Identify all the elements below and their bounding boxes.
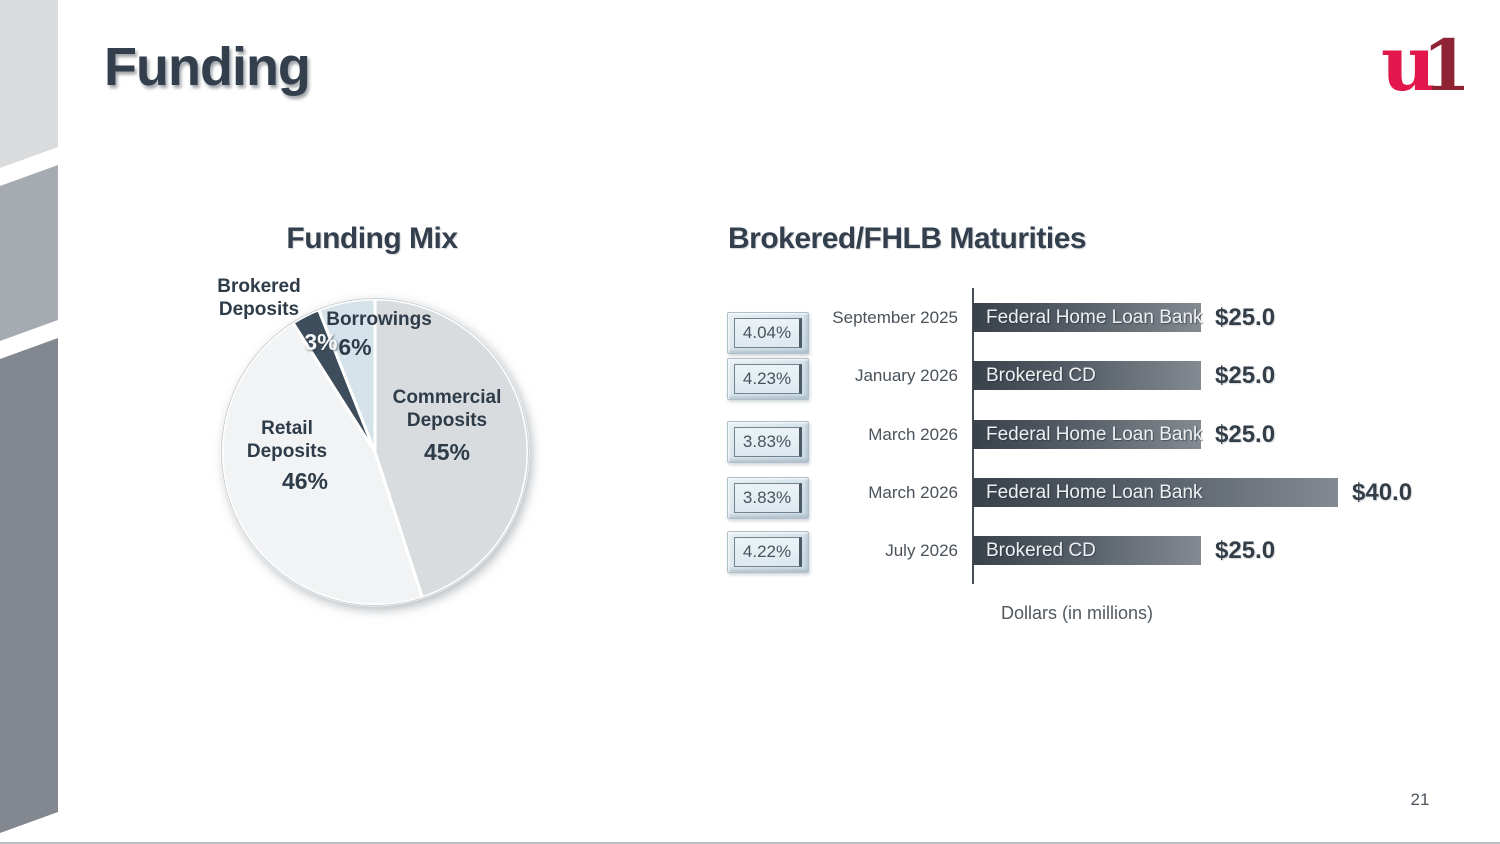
maturity-date-label: March 2026	[868, 483, 958, 502]
rate-value: 4.23%	[742, 369, 792, 388]
rate-badge-inner: 3.83%	[734, 483, 802, 513]
pie-pct-retail-deposits: 46%	[281, 468, 329, 494]
stripe-medium	[0, 165, 58, 341]
rate-badge-inner: 3.83%	[734, 427, 802, 457]
maturity-value-label: $25.0	[1215, 421, 1276, 448]
maturity-bar-label: Federal Home Loan Bank	[986, 306, 1203, 328]
maturity-date-label: March 2026	[868, 425, 958, 444]
rate-badge: 4.04%	[727, 312, 809, 354]
maturity-bar: Federal Home Loan Bank	[973, 303, 1203, 332]
bar-chart-xaxis-label: Dollars (in millions)	[1000, 603, 1154, 623]
bottom-rule	[0, 842, 1500, 844]
pie-pct-borrowings: 6%	[338, 334, 372, 360]
rate-badge-inner: 4.22%	[734, 537, 802, 567]
bar-chart-title: Brokered/FHLB Maturities	[728, 222, 1087, 255]
page-number: 21	[1410, 790, 1430, 809]
maturity-date-label: September 2025	[832, 308, 958, 327]
pie-label-commercial-deposits: Commercial Deposits	[392, 387, 502, 431]
maturity-bar: Federal Home Loan Bank	[973, 420, 1203, 449]
maturity-date-label: January 2026	[854, 366, 958, 385]
maturity-bar: Brokered CD	[973, 536, 1201, 565]
rate-value: 4.22%	[742, 542, 792, 561]
maturities-chart: Brokered/FHLB Maturities 4.04% September …	[727, 222, 1457, 642]
company-logo: u1	[1381, 26, 1471, 102]
maturity-value-label: $25.0	[1215, 304, 1276, 331]
maturity-bar-label: Federal Home Loan Bank	[986, 481, 1203, 503]
pie-pct-brokered-deposits: 3%	[304, 329, 338, 355]
rate-badge: 4.22%	[727, 531, 809, 573]
rate-value: 3.83%	[742, 488, 792, 507]
maturity-value-label: $25.0	[1215, 537, 1276, 564]
maturity-bar-label: Brokered CD	[986, 364, 1096, 386]
stripe-dark	[0, 338, 58, 833]
slide-title: Funding	[104, 37, 311, 97]
maturity-bar: Federal Home Loan Bank	[973, 478, 1338, 507]
pie-pct-commercial-deposits: 45%	[423, 439, 471, 465]
pie-slice-0	[373, 297, 530, 600]
logo-digit-1: 1	[1422, 24, 1471, 107]
maturity-bar-label: Federal Home Loan Bank	[986, 423, 1203, 445]
rate-value: 4.04%	[742, 323, 792, 342]
maturity-bar: Brokered CD	[973, 361, 1201, 390]
pie-outline	[221, 298, 529, 606]
funding-mix-pie	[217, 294, 533, 610]
stripe-light	[0, 0, 58, 168]
pie-slice-1	[220, 321, 424, 607]
maturity-bar-label: Brokered CD	[986, 539, 1096, 561]
maturity-value-label: $25.0	[1215, 362, 1276, 389]
pie-svg	[220, 297, 530, 607]
rate-badge-inner: 4.04%	[734, 318, 802, 348]
pie-label-borrowings: Borrowings	[326, 309, 432, 330]
rate-badge-inner: 4.23%	[734, 364, 802, 394]
maturity-date-label: July 2026	[885, 541, 958, 560]
maturity-value-label: $40.0	[1352, 479, 1413, 506]
rate-badge: 3.83%	[727, 477, 809, 519]
logo-letter-u: u	[1381, 19, 1436, 108]
pie-label-retail-deposits: Retail Deposits	[246, 418, 328, 462]
rate-badge: 3.83%	[727, 421, 809, 463]
pie-label-brokered-deposits: Brokered Deposits	[217, 276, 301, 320]
left-stripe-decoration	[0, 0, 58, 844]
pie-chart-title: Funding Mix	[286, 222, 458, 255]
rate-value: 3.83%	[742, 432, 792, 451]
rate-badge: 4.23%	[727, 358, 809, 400]
